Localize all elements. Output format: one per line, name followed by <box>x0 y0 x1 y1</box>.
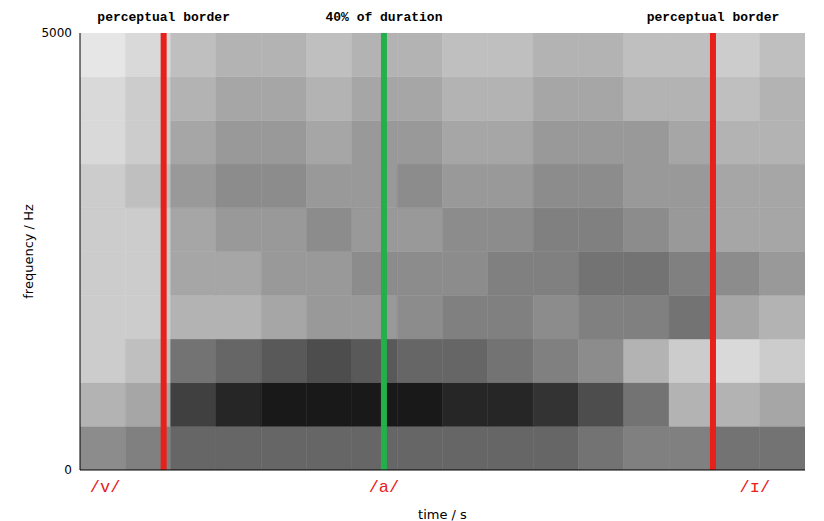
svg-text:/v/: /v/ <box>90 478 121 497</box>
svg-text:time / s: time / s <box>418 507 467 521</box>
svg-text:perceptual border: perceptual border <box>647 10 780 25</box>
svg-text:5000: 5000 <box>41 26 72 40</box>
svg-text:/ɪ/: /ɪ/ <box>740 478 771 497</box>
svg-text:perceptual border: perceptual border <box>97 10 230 25</box>
svg-text:frequency / Hz: frequency / Hz <box>21 204 36 299</box>
svg-text:0: 0 <box>64 463 72 477</box>
svg-text:40% of duration: 40% of duration <box>325 10 442 25</box>
svg-text:/a/: /a/ <box>369 478 400 497</box>
